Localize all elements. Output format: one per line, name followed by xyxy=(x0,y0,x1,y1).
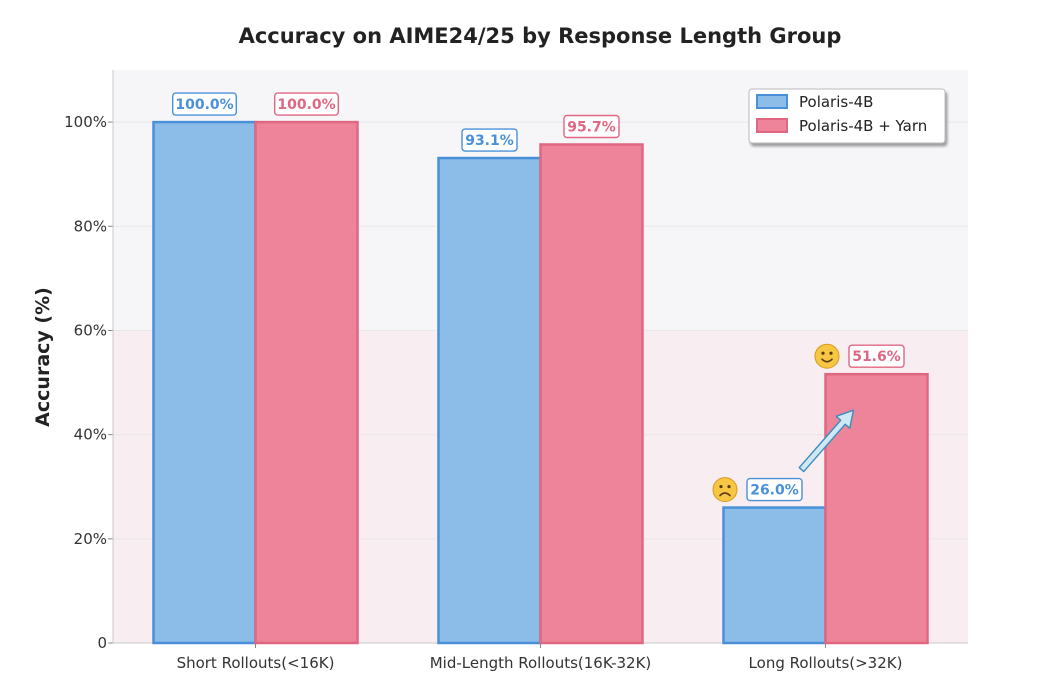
up-arrow-icon xyxy=(798,409,855,473)
x-tick-label-mid-length-rollouts-16k-32k: Mid-Length Rollouts(16K-32K) xyxy=(430,654,652,672)
y-axis-label: Accuracy (%) xyxy=(32,287,54,427)
data-label-polaris-4b-mid-length-rollouts-16k-32k: 93.1% xyxy=(465,133,514,149)
bar-polaris-4b-long-rollouts-32k xyxy=(722,506,827,645)
sad-face-icon xyxy=(712,477,738,503)
y-tick-label: 40% xyxy=(74,426,107,444)
chart-title: Accuracy on AIME24/25 by Response Length… xyxy=(239,24,842,48)
y-tick-label: 100% xyxy=(64,113,107,131)
data-label-polaris-4b-yarn-long-rollouts-32k: 51.6% xyxy=(852,349,901,365)
sad-face-icon-eye xyxy=(727,484,731,489)
y-tick-label: 60% xyxy=(74,321,107,339)
sad-face-icon-eye xyxy=(719,484,723,489)
data-label-box xyxy=(746,477,803,502)
y-tick-label: 0 xyxy=(97,634,107,652)
y-tick-label: 20% xyxy=(74,530,107,548)
legend: Polaris-4B Polaris-4B + Yarn xyxy=(748,88,946,144)
bar-polaris-4b-yarn-short-rollouts-16k xyxy=(254,120,359,645)
bar-polaris-4b-mid-length-rollouts-16k-32k xyxy=(437,156,542,645)
smile-face-icon-eye xyxy=(821,351,825,355)
up-arrow-shape xyxy=(798,409,855,473)
legend-box xyxy=(748,88,946,144)
legend-label-polaris-4b: Polaris-4B xyxy=(799,93,873,111)
data-label-box xyxy=(563,114,620,139)
x-tick-label-long-rollouts-32k: Long Rollouts(>32K) xyxy=(749,654,903,672)
bar-polaris-4b-short-rollouts-16k xyxy=(152,120,257,645)
smile-face-icon-mouth xyxy=(821,358,833,363)
legend-swatch-polaris-4b-yarn xyxy=(756,118,788,133)
data-label-polaris-4b-short-rollouts-16k: 100.0% xyxy=(175,97,233,113)
x-tick-label-short-rollouts-16k: Short Rollouts(<16K) xyxy=(177,654,335,672)
legend-label-polaris-4b-yarn: Polaris-4B + Yarn xyxy=(799,117,927,135)
data-label-polaris-4b-yarn-short-rollouts-16k: 100.0% xyxy=(277,97,335,113)
smile-face-icon-eye xyxy=(829,351,833,355)
data-label-box xyxy=(848,344,905,368)
data-label-box xyxy=(461,128,518,152)
data-label-polaris-4b-long-rollouts-32k: 26.0% xyxy=(750,483,799,499)
sad-face-icon-mouth xyxy=(719,492,731,497)
sad-face-icon-face xyxy=(712,477,738,503)
data-label-box xyxy=(274,92,340,116)
smile-face-icon-face xyxy=(814,343,840,369)
data-label-polaris-4b-yarn-mid-length-rollouts-16k-32k: 95.7% xyxy=(567,119,616,135)
smile-face-icon xyxy=(814,343,840,369)
legend-swatch-polaris-4b xyxy=(756,94,788,109)
bar-polaris-4b-yarn-mid-length-rollouts-16k-32k xyxy=(539,143,644,645)
data-label-box xyxy=(171,92,237,116)
y-tick-label: 80% xyxy=(74,217,107,235)
